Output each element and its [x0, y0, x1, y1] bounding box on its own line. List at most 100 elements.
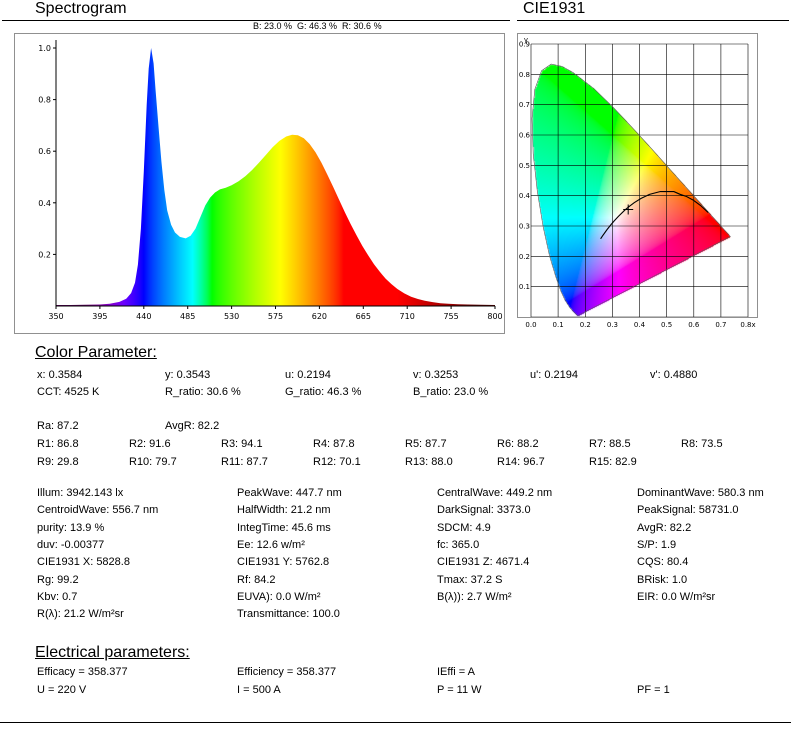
- bottom-divider: [0, 722, 791, 723]
- param-cell: SDCM: 4.9: [437, 522, 491, 534]
- electrical-row: U = 220 V I = 500 A P = 11 W PF = 1: [37, 684, 670, 697]
- param-grid-row: Kbv: 0.7 EUVA): 0.0 W/m² B(λ)): 2.7 W/m²…: [37, 591, 715, 604]
- svg-text:0.4: 0.4: [519, 192, 531, 200]
- svg-text:0.1: 0.1: [553, 321, 564, 329]
- param-cell: u': 0.2194: [530, 369, 578, 381]
- param-cell: PF = 1: [637, 684, 670, 696]
- cie-title-text: CIE1931: [523, 0, 586, 17]
- param-grid-row: Rg: 99.2 Rf: 84.2 Tmax: 37.2 S BRisk: 1.…: [37, 574, 687, 587]
- param-cell: Illum: 3942.143 lx: [37, 487, 124, 499]
- svg-text:0.8: 0.8: [38, 96, 51, 105]
- param-cell: CCT: 4525 K: [37, 386, 100, 398]
- param-cell: u: 0.2194: [285, 369, 331, 381]
- param-cell: B(λ)): 2.7 W/m²: [437, 591, 512, 603]
- svg-text:530: 530: [224, 312, 239, 321]
- param-cell: I = 500 A: [237, 684, 281, 696]
- param-cell: R8: 73.5: [681, 438, 723, 450]
- param-cell: CIE1931 Y: 5762.8: [237, 556, 330, 568]
- svg-text:1.0: 1.0: [38, 44, 51, 53]
- param-cell: v': 0.4880: [650, 369, 698, 381]
- param-cell: x: 0.3584: [37, 369, 83, 381]
- svg-text:0.4: 0.4: [634, 321, 646, 329]
- param-grid-row: Illum: 3942.143 lx PeakWave: 447.7 nm Ce…: [37, 487, 764, 500]
- svg-text:0.2: 0.2: [38, 250, 51, 259]
- color-parameter-heading: Color Parameter:: [35, 344, 157, 361]
- cie1931-chart: 0.0 0.1 0.2 0.3 0.4 0.5 0.6 0.7 0.8x 0.1 0.2 0.3 0.4…: [517, 33, 758, 333]
- spectrogram-chart: 350 395 440 485 530 575 620 665 710 755 800 0.2 0.4 0…: [14, 33, 505, 334]
- param-cell: R10: 79.7: [129, 456, 177, 468]
- param-cell: Rf: 84.2: [237, 574, 276, 586]
- svg-text:620: 620: [312, 312, 327, 321]
- param-cell: AvgR: 82.2: [165, 420, 220, 432]
- cie-gamut-canvas: [517, 33, 758, 319]
- param-grid-row: purity: 13.9 % IntegTime: 45.6 ms SDCM: …: [37, 522, 691, 535]
- cie-panel-title: CIE1931: [517, 0, 789, 21]
- svg-text:755: 755: [443, 312, 458, 321]
- param-cell: DarkSignal: 3373.0: [437, 504, 531, 516]
- param-cell: CQS: 80.4: [637, 556, 689, 568]
- param-cell: R5: 87.7: [405, 438, 447, 450]
- svg-text:0.5: 0.5: [661, 321, 672, 329]
- svg-text:0.1: 0.1: [519, 283, 530, 291]
- param-cell: y: 0.3543: [165, 369, 211, 381]
- param-cell: R13: 88.0: [405, 456, 453, 468]
- svg-text:350: 350: [48, 312, 63, 321]
- cri-r1-r8-row: R1: 86.8 R2: 91.6 R3: 94.1 R4: 87.8 R5: …: [37, 438, 723, 451]
- spectrogram-panel-title: Spectrogram: [2, 0, 510, 21]
- svg-text:710: 710: [400, 312, 415, 321]
- param-cell: S/P: 1.9: [637, 539, 677, 551]
- param-cell: R15: 82.9: [589, 456, 637, 468]
- svg-text:0.3: 0.3: [519, 223, 530, 231]
- param-cell: Ee: 12.6 w/m²: [237, 539, 305, 551]
- param-cell: P = 11 W: [437, 684, 482, 696]
- svg-text:0.0: 0.0: [525, 321, 536, 329]
- param-cell: R12: 70.1: [313, 456, 361, 468]
- param-cell: R4: 87.8: [313, 438, 355, 450]
- svg-text:0.8: 0.8: [519, 71, 530, 79]
- param-grid-row: CIE1931 X: 5828.8 CIE1931 Y: 5762.8 CIE1…: [37, 556, 688, 569]
- param-cell: R6: 88.2: [497, 438, 539, 450]
- param-cell: Ra: 87.2: [37, 420, 79, 432]
- param-cell: R7: 88.5: [589, 438, 631, 450]
- param-cell: R(λ): 21.2 W/m²sr: [37, 608, 124, 620]
- svg-text:575: 575: [268, 312, 283, 321]
- color-cct-row: CCT: 4525 K R_ratio: 30.6 % G_ratio: 46.…: [37, 386, 488, 399]
- param-cell: PeakWave: 447.7 nm: [237, 487, 342, 499]
- param-cell: Efficacy = 358.377: [37, 666, 128, 678]
- svg-text:440: 440: [136, 312, 151, 321]
- param-cell: Rg: 99.2: [37, 574, 79, 586]
- svg-text:395: 395: [92, 312, 107, 321]
- param-cell: CentralWave: 449.2 nm: [437, 487, 553, 499]
- param-cell: fc: 365.0: [437, 539, 480, 551]
- svg-text:0.3: 0.3: [607, 321, 618, 329]
- svg-text:y: y: [524, 36, 528, 44]
- param-cell: purity: 13.9 %: [37, 522, 105, 534]
- param-cell: R_ratio: 30.6 %: [165, 386, 241, 398]
- spectrogram-title-text: Spectrogram: [35, 0, 127, 17]
- electrical-row: Efficacy = 358.377 Efficiency = 358.377 …: [37, 666, 475, 679]
- svg-text:0.2: 0.2: [519, 253, 530, 261]
- param-cell: Kbv: 0.7: [37, 591, 78, 603]
- param-cell: R11: 87.7: [221, 456, 268, 468]
- electrical-parameters-heading: Electrical parameters:: [35, 644, 190, 661]
- param-cell: v: 0.3253: [413, 369, 459, 381]
- param-grid-row: R(λ): 21.2 W/m²sr Transmittance: 100.0: [37, 608, 340, 621]
- cie-overlay-plot: 0.0 0.1 0.2 0.3 0.4 0.5 0.6 0.7 0.8x 0.1 0.2 0.3 0.4…: [517, 33, 758, 329]
- param-grid-row: CentroidWave: 556.7 nm HalfWidth: 21.2 n…: [37, 504, 739, 517]
- svg-text:0.7: 0.7: [519, 101, 530, 109]
- cri-r9-r15-row: R9: 29.8 R10: 79.7 R11: 87.7 R12: 70.1 R…: [37, 456, 637, 469]
- param-cell: R3: 94.1: [221, 438, 263, 450]
- svg-text:0.6: 0.6: [519, 132, 531, 140]
- param-cell: IntegTime: 45.6 ms: [237, 522, 331, 534]
- param-cell: EUVA): 0.0 W/m²: [237, 591, 321, 603]
- param-cell: Tmax: 37.2 S: [437, 574, 503, 586]
- param-cell: CIE1931 X: 5828.8: [37, 556, 130, 568]
- svg-text:665: 665: [356, 312, 371, 321]
- svg-text:0.7: 0.7: [715, 321, 726, 329]
- svg-text:800: 800: [487, 312, 502, 321]
- svg-text:0.4: 0.4: [38, 199, 51, 208]
- param-cell: R14: 96.7: [497, 456, 545, 468]
- param-cell: CIE1931 Z: 4671.4: [437, 556, 530, 568]
- param-cell: DominantWave: 580.3 nm: [637, 487, 764, 499]
